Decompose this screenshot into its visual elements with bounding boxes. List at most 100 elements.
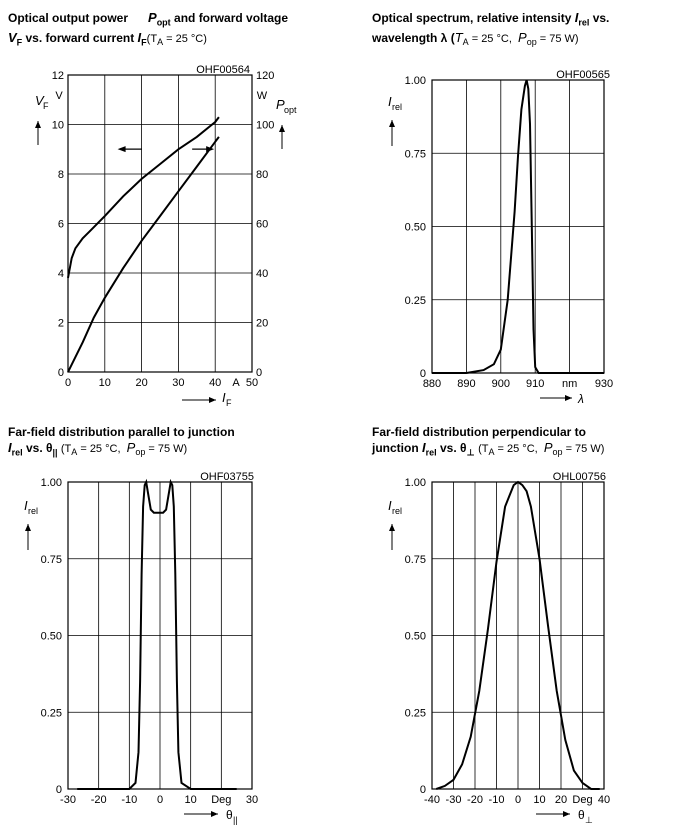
x-label-sub: || bbox=[233, 815, 238, 825]
y-tick-right-6: 120 bbox=[256, 70, 274, 82]
x-tick-2: 900 bbox=[492, 378, 510, 390]
x-arrow-head bbox=[563, 811, 570, 817]
y-tick-2: 0.50 bbox=[41, 631, 62, 643]
x-label: λ bbox=[577, 392, 584, 406]
y-tick-right-4: 80 bbox=[256, 169, 268, 181]
series-popt bbox=[67, 136, 220, 373]
y-arrow-head bbox=[389, 120, 395, 127]
chart-id-1: OHF00564 bbox=[196, 64, 250, 76]
x-label-sub: F bbox=[226, 398, 232, 408]
y-tick-right-0: 0 bbox=[256, 367, 262, 379]
x-tick-3: 30 bbox=[172, 377, 184, 389]
x-tick-4: 0 bbox=[515, 794, 521, 806]
x-tick-5: 50 bbox=[246, 377, 258, 389]
series-spectrum bbox=[432, 79, 604, 374]
title-power-voltage: Optical output power Popt and forward vo… bbox=[8, 10, 289, 48]
y-tick-4: 1.00 bbox=[405, 477, 426, 489]
y-arrow-left-head bbox=[35, 121, 41, 128]
y-label: I bbox=[388, 94, 392, 109]
x-arrow-head bbox=[211, 811, 218, 817]
y-tick-left-6: 12 bbox=[52, 70, 64, 82]
x-tick-1: 890 bbox=[457, 378, 475, 390]
y-unit-left: V bbox=[55, 90, 63, 102]
y-label-sub: rel bbox=[28, 506, 38, 516]
y-arrow-head bbox=[25, 524, 31, 531]
x-tick-6: 20 bbox=[555, 794, 567, 806]
x-tick-8: 40 bbox=[598, 794, 610, 806]
y-tick-2: 0.50 bbox=[405, 631, 426, 643]
y-tick-right-3: 60 bbox=[256, 219, 268, 231]
series-perpendicular bbox=[435, 480, 600, 790]
y-label-left: V bbox=[35, 93, 45, 108]
series-parallel bbox=[77, 478, 237, 790]
y-tick-1: 0.25 bbox=[405, 707, 426, 719]
x-label: θ bbox=[578, 808, 585, 822]
series-vf bbox=[67, 116, 220, 279]
y-tick-right-1: 20 bbox=[256, 318, 268, 330]
y-label-left-sub: F bbox=[43, 101, 49, 111]
y-tick-left-0: 0 bbox=[58, 367, 64, 379]
x-tick-1: -30 bbox=[446, 794, 462, 806]
y-label-right-sub: opt bbox=[284, 105, 297, 115]
y-tick-4: 1.00 bbox=[41, 477, 62, 489]
y-tick-left-3: 6 bbox=[58, 219, 64, 231]
y-label-sub: rel bbox=[392, 102, 402, 112]
x-label: θ bbox=[226, 808, 233, 822]
y-label: I bbox=[388, 498, 392, 513]
title-farfield-parallel: Far-field distribution parallel to junct… bbox=[8, 425, 235, 458]
y-tick-left-4: 8 bbox=[58, 169, 64, 181]
title-spectrum: Optical spectrum, relative intensity Ire… bbox=[372, 10, 610, 48]
x-arrow-head bbox=[209, 397, 216, 403]
x-tick-2: -10 bbox=[121, 794, 137, 806]
chart-id-2: OHF00565 bbox=[556, 69, 610, 81]
y-unit-right: W bbox=[257, 90, 268, 102]
y-arrow-right-head bbox=[279, 125, 285, 132]
y-tick-left-2: 4 bbox=[58, 268, 64, 280]
x-tick-2: 20 bbox=[135, 377, 147, 389]
x-tick-2: -20 bbox=[467, 794, 483, 806]
y-label: I bbox=[24, 498, 28, 513]
x-tick-7: Deg bbox=[572, 794, 592, 806]
x-tick-0: -30 bbox=[60, 794, 76, 806]
arrow-left-head bbox=[117, 146, 126, 153]
x-tick-1: 10 bbox=[99, 377, 111, 389]
y-tick-left-1: 2 bbox=[58, 318, 64, 330]
x-tick-5: Deg bbox=[211, 794, 231, 806]
x-tick-1: -20 bbox=[91, 794, 107, 806]
chart-id-3: OHF03755 bbox=[200, 471, 254, 483]
x-tick-0: 0 bbox=[65, 377, 71, 389]
chart-id-4: OHL00756 bbox=[553, 471, 606, 483]
y-label-right: P bbox=[276, 97, 285, 112]
x-arrow-head bbox=[565, 395, 572, 401]
y-tick-3: 0.75 bbox=[405, 554, 426, 566]
y-tick-0: 0 bbox=[420, 368, 426, 380]
x-tick-5: 10 bbox=[533, 794, 545, 806]
y-label-sub: rel bbox=[392, 506, 402, 516]
y-tick-right-5: 100 bbox=[256, 120, 274, 132]
x-tick-4: nm bbox=[562, 378, 577, 390]
y-tick-4: 1.00 bbox=[405, 75, 426, 87]
y-tick-2: 0.50 bbox=[405, 222, 426, 234]
x-tick-4: 40 bbox=[209, 377, 221, 389]
arrow-right-head bbox=[206, 146, 215, 153]
x-tick-3: 910 bbox=[526, 378, 544, 390]
x-tick-5: 930 bbox=[595, 378, 613, 390]
y-arrow-head bbox=[389, 524, 395, 531]
x-label-sub: ⊥ bbox=[585, 815, 593, 825]
x-tick-6: 30 bbox=[246, 794, 258, 806]
y-tick-0: 0 bbox=[56, 784, 62, 796]
x-label: I bbox=[222, 390, 226, 405]
x-tick-0: -40 bbox=[424, 794, 440, 806]
x-tick-3: 0 bbox=[157, 794, 163, 806]
y-tick-1: 0.25 bbox=[405, 295, 426, 307]
y-tick-right-2: 40 bbox=[256, 268, 268, 280]
y-tick-1: 0.25 bbox=[41, 707, 62, 719]
x-unit: A bbox=[232, 377, 240, 389]
title-farfield-perpendicular: Far-field distribution perpendicular to … bbox=[372, 425, 605, 458]
y-tick-0: 0 bbox=[420, 784, 426, 796]
x-tick-0: 880 bbox=[423, 378, 441, 390]
y-tick-left-5: 10 bbox=[52, 120, 64, 132]
x-tick-4: 10 bbox=[185, 794, 197, 806]
x-tick-3: -10 bbox=[489, 794, 505, 806]
